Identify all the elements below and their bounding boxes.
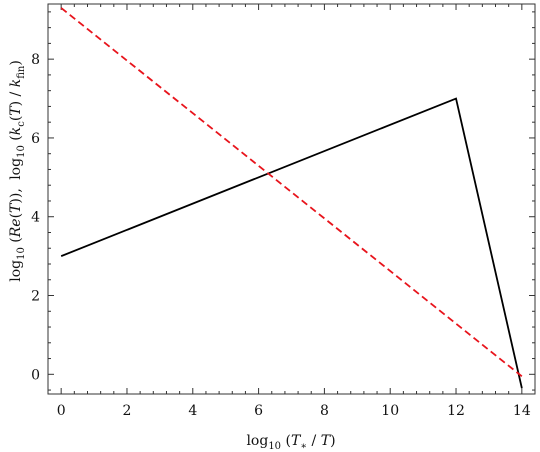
axis-ticks: 0 2 4 6 8 10 12 14 0 2 4 6 8 <box>31 4 535 419</box>
series-layer <box>60 7 523 389</box>
x-tick-label: 0 <box>57 403 66 419</box>
x-tick-label: 14 <box>513 403 531 419</box>
x-tick-label: 8 <box>320 403 329 419</box>
x-tick-label: 4 <box>188 403 197 419</box>
y-tick-label: 8 <box>31 52 40 68</box>
y-tick-label: 2 <box>31 289 40 305</box>
series-line-1 <box>60 97 523 389</box>
y-axis-label-line2: log10 (kc(T) / kfin) <box>8 60 27 180</box>
x-axis-label: log10 (T∗ / T) <box>246 433 335 452</box>
plot-frame <box>47 3 536 395</box>
y-tick-label: 4 <box>31 210 40 226</box>
x-tick-label: 12 <box>447 403 465 419</box>
x-tick-label: 10 <box>381 403 399 419</box>
x-tick-label: 6 <box>254 403 263 419</box>
y-tick-label: 6 <box>31 131 40 147</box>
y-tick-label: 0 <box>31 367 40 383</box>
x-tick-label: 2 <box>123 403 132 419</box>
series-line-2 <box>60 7 523 377</box>
y-axis-label-line1: log10 (Re(T)), <box>8 188 27 282</box>
